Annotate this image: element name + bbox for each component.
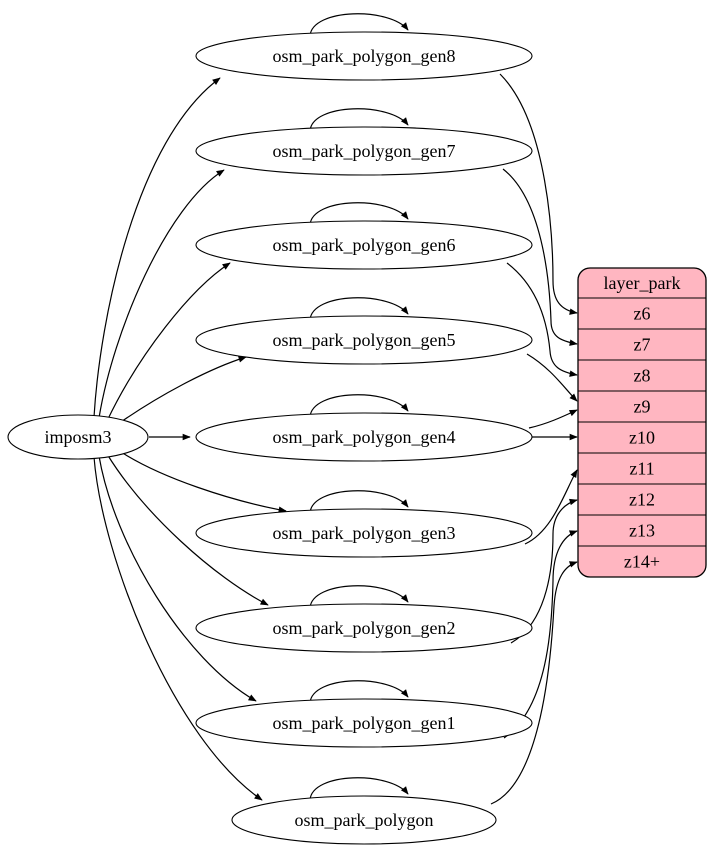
layer-table-row-label: z9 — [634, 397, 651, 417]
table-node-label: osm_park_polygon_gen1 — [273, 713, 456, 733]
edge-osm_park_polygon_gen3-to-z11 — [524, 469, 578, 545]
edge-osm_park_polygon_gen8-to-z6 — [499, 73, 578, 315]
table-node-ellipse-osm_park_polygon_gen8 — [195, 31, 533, 81]
self-loop-edge-osm_park_polygon_gen3 — [309, 490, 409, 514]
edge-osm_park_polygon_gen2-to-z12 — [510, 498, 578, 644]
table-node-ellipse-osm_park_polygon — [231, 795, 497, 845]
self-loop-edge-osm_park_polygon_gen8 — [309, 13, 409, 37]
edge-imposm3-to-osm_park_polygon_gen2 — [106, 453, 269, 606]
edge-imposm3-to-osm_park_polygon — [93, 456, 263, 801]
layer-table-row-label: z14+ — [624, 552, 660, 572]
source-node-label: imposm3 — [44, 427, 111, 447]
table-node-label: osm_park_polygon_gen6 — [273, 235, 456, 255]
edge-osm_park_polygon_gen6-to-z8 — [506, 262, 578, 377]
table-node-ellipse-osm_park_polygon_gen3 — [195, 508, 533, 558]
layer-table-row-label: z8 — [634, 366, 651, 386]
edge-imposm3-to-osm_park_polygon_gen3 — [117, 449, 287, 513]
layer-table-title: layer_park — [604, 273, 681, 293]
layer-table-row-label: z6 — [634, 304, 651, 324]
layer-table-row-label: z7 — [634, 335, 651, 355]
edge-imposm3-to-osm_park_polygon_gen7 — [98, 169, 225, 419]
layer-table-row-label: z13 — [629, 521, 655, 541]
self-loop-edge-osm_park_polygon_gen4 — [309, 394, 409, 418]
edge-imposm3-to-osm_park_polygon_gen8 — [93, 77, 221, 418]
self-loop-edge-osm_park_polygon_gen1 — [309, 680, 409, 704]
table-node-label: osm_park_polygon_gen2 — [273, 618, 456, 638]
edge-osm_park_polygon_gen4-to-z9 — [528, 409, 578, 429]
self-loop-edge-osm_park_polygon — [309, 777, 409, 801]
table-node-label: osm_park_polygon_gen8 — [273, 46, 456, 66]
self-loop-edge-osm_park_polygon_gen5 — [309, 297, 409, 321]
table-node-ellipse-osm_park_polygon_gen4 — [195, 412, 533, 462]
layer-table-row-label: z10 — [629, 428, 655, 448]
layer-table-row-label: z11 — [629, 459, 654, 479]
self-loop-edge-osm_park_polygon_gen7 — [309, 108, 409, 132]
edge-osm_park_polygon-to-z14+ — [490, 561, 578, 805]
table-node-label: osm_park_polygon_gen3 — [273, 523, 456, 543]
table-node-label: osm_park_polygon_gen5 — [273, 330, 456, 350]
self-loop-edge-osm_park_polygon_gen6 — [309, 202, 409, 226]
table-node-label: osm_park_polygon — [295, 810, 434, 830]
edge-osm_park_polygon_gen5-to-z9 — [526, 353, 578, 402]
table-node-ellipse-osm_park_polygon_gen6 — [195, 220, 533, 270]
edge-osm_park_polygon_gen7-to-z7 — [502, 168, 578, 346]
edge-osm_park_polygon_gen1-to-z13 — [503, 530, 578, 739]
source-node-ellipse — [7, 414, 149, 460]
edge-imposm3-to-osm_park_polygon_gen6 — [106, 262, 231, 422]
edge-imposm3-to-osm_park_polygon_gen1 — [98, 455, 257, 702]
table-node-label: osm_park_polygon_gen4 — [273, 427, 456, 447]
table-node-ellipse-osm_park_polygon_gen5 — [195, 315, 533, 365]
table-node-label: osm_park_polygon_gen7 — [273, 141, 456, 161]
table-node-ellipse-osm_park_polygon_gen1 — [195, 698, 533, 748]
table-node-ellipse-osm_park_polygon_gen7 — [195, 126, 533, 176]
layer-table-row-label: z12 — [629, 490, 655, 510]
self-loop-edge-osm_park_polygon_gen2 — [309, 585, 409, 609]
table-node-ellipse-osm_park_polygon_gen2 — [195, 603, 533, 653]
edge-imposm3-to-osm_park_polygon_gen5 — [117, 356, 247, 425]
